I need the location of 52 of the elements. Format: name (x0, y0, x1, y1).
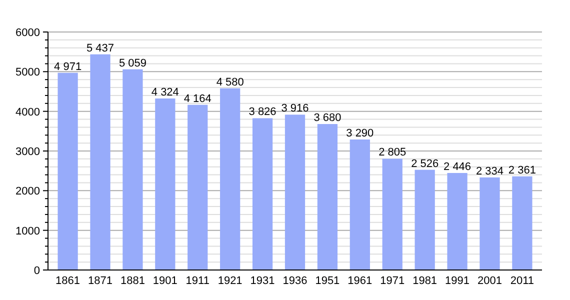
y-tick-label: 3000 (16, 146, 40, 158)
x-tick-label: 1936 (282, 275, 308, 287)
bar (122, 69, 143, 270)
x-tick-label: 1881 (120, 275, 145, 287)
data-label: 2 361 (508, 164, 536, 176)
bar (382, 158, 402, 270)
bar (284, 114, 306, 270)
x-tick-label: 2001 (478, 275, 502, 287)
data-label: 2 526 (411, 158, 439, 170)
y-tick-label: 1000 (16, 225, 40, 238)
bar (512, 176, 532, 270)
data-label: 4 164 (184, 92, 212, 105)
bar (90, 54, 110, 270)
bar (350, 139, 370, 270)
data-label: 4 580 (216, 76, 244, 88)
x-tick-label: 1931 (250, 275, 275, 287)
x-tick-label: 2011 (510, 275, 534, 287)
bar (252, 118, 273, 270)
y-tick-label: 5000 (16, 66, 40, 79)
data-label: 2 805 (378, 146, 406, 159)
bar (317, 124, 338, 270)
x-tick-label: 1861 (56, 275, 80, 287)
bar (480, 177, 500, 270)
bar (447, 172, 468, 270)
x-tick-label: 1971 (380, 275, 405, 287)
x-tick-label: 1901 (152, 275, 178, 287)
data-label: 4 324 (151, 86, 179, 98)
x-tick-label: 1911 (186, 275, 210, 287)
data-label: 3 826 (248, 106, 276, 118)
data-label: 3 916 (281, 102, 309, 115)
data-label: 5 437 (86, 42, 114, 54)
y-tick-label: 0 (34, 265, 40, 277)
bar (188, 104, 208, 270)
data-label: 2 334 (476, 165, 504, 178)
x-tick-label: 1961 (348, 275, 372, 287)
x-tick-label: 1991 (445, 275, 470, 287)
y-tick-label: 6000 (16, 27, 40, 39)
bar (414, 170, 435, 270)
data-label: 4 971 (54, 60, 82, 73)
bar (58, 72, 78, 270)
bar (220, 88, 240, 270)
data-label: 2 446 (444, 160, 472, 173)
data-label: 3 680 (314, 112, 342, 124)
data-label: 3 290 (346, 127, 374, 140)
bar (155, 98, 176, 270)
data-label: 5 059 (118, 57, 146, 70)
y-tick-label: 2000 (16, 186, 40, 198)
x-tick-label: 1981 (412, 275, 438, 287)
x-tick-label: 1951 (315, 275, 340, 287)
x-tick-label: 1921 (218, 275, 242, 287)
x-tick-label: 1871 (88, 275, 112, 287)
y-tick-label: 4000 (16, 106, 40, 118)
